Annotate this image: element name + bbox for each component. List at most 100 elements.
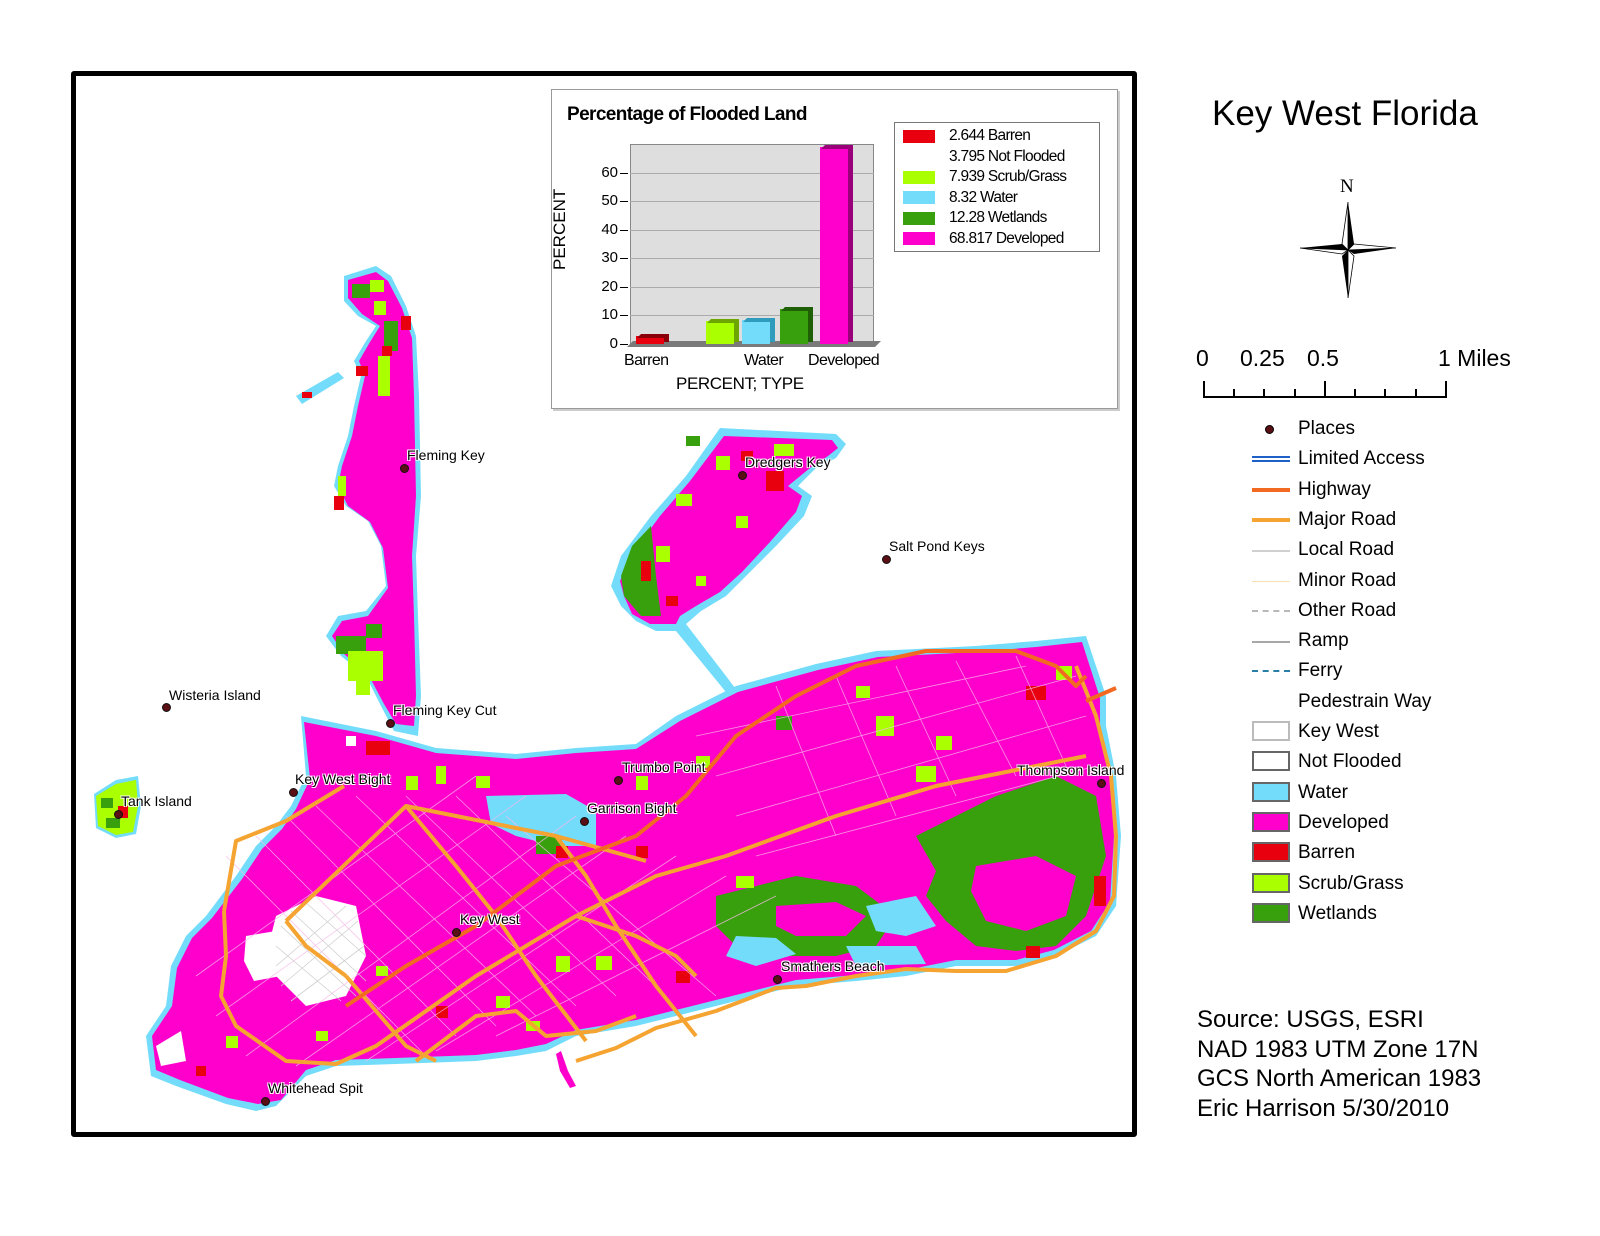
chart-gridline [630, 286, 874, 288]
chart-legend-item: 7.939 Scrub/Grass [903, 167, 1067, 187]
tank-island-landmass [94, 776, 141, 838]
dredgers-key-landmass [611, 428, 846, 724]
legend-line-symbol [1250, 539, 1290, 561]
legend-label: Major Road [1298, 508, 1397, 530]
legend-label: Developed [1298, 811, 1389, 833]
source-line: Source: USGS, ESRI [1197, 1006, 1424, 1033]
place-marker-fleming-key-cut[interactable] [386, 719, 395, 728]
chart-legend-swatch [903, 191, 935, 204]
chart-legend-label: 8.32 Water [949, 188, 1018, 206]
legend-item-scrub-grass: Scrub/Grass [1250, 870, 1404, 898]
scale-label-0-5: 0.5 [1307, 345, 1339, 371]
chart-y-tick: 40 [601, 220, 618, 238]
scale-bar-ticks [1203, 381, 1447, 398]
place-dot-icon [1250, 418, 1290, 440]
chart-legend-label: 2.644 Barren [949, 127, 1031, 144]
chart-y-tick: 50 [601, 192, 618, 210]
place-marker-wisteria-island[interactable] [162, 703, 171, 712]
place-label-fleming-key: Fleming Key [407, 447, 485, 463]
chart-y-tick-mark [620, 258, 628, 260]
chart-title: Percentage of Flooded Land [567, 104, 807, 125]
chart-y-tick-mark [620, 201, 628, 203]
place-marker-key-west[interactable] [452, 928, 461, 937]
legend-label: Pedestrain Way [1298, 690, 1432, 712]
place-marker-salt-pond-keys[interactable] [882, 555, 891, 564]
chart-legend-item: 8.32 Water [903, 188, 1018, 208]
legend-label: Wetlands [1298, 902, 1377, 924]
place-label-tank-island: Tank Island [121, 793, 192, 809]
place-marker-smathers-beach[interactable] [773, 975, 782, 984]
scale-label-0: 0 [1196, 345, 1209, 371]
chart-x-tick-barren: Barren [624, 352, 669, 369]
place-marker-key-west-bight[interactable] [289, 788, 298, 797]
place-marker-fleming-key[interactable] [400, 464, 409, 473]
legend-line-symbol [1250, 660, 1290, 682]
chart-y-tick: 10 [601, 306, 618, 324]
chart-legend-label: 12.28 Wetlands [949, 209, 1047, 226]
place-label-dredgers-key: Dredgers Key [745, 454, 831, 470]
chart-y-axis-label: PERCENT [550, 188, 569, 270]
legend-swatch [1250, 842, 1290, 864]
map-title: Key West Florida [1212, 94, 1478, 133]
chart-y-tick: 30 [601, 249, 618, 267]
legend-label: Other Road [1298, 599, 1397, 621]
map-canvas[interactable] [76, 76, 1132, 1132]
chart-legend-swatch [903, 129, 935, 143]
fleming-key-landmass [296, 266, 421, 736]
place-marker-dredgers-key[interactable] [738, 471, 747, 480]
legend-item-places: Places [1250, 415, 1355, 443]
chart-x-tick-developed: Developed [808, 352, 880, 369]
place-marker-trumbo-point[interactable] [614, 776, 623, 785]
key-west-main-island [146, 636, 1121, 1111]
legend-label: Minor Road [1298, 569, 1397, 591]
chart-bar-developed [820, 145, 853, 344]
legend-item-wetlands: Wetlands [1250, 900, 1377, 928]
author-date-line: Eric Harrison 5/30/2010 [1197, 1094, 1450, 1122]
place-marker-thompson-island[interactable] [1097, 779, 1106, 788]
chart-legend-swatch [903, 170, 935, 184]
chart-y-tick-mark [620, 315, 628, 317]
place-label-wisteria-island: Wisteria Island [169, 687, 261, 703]
place-label-smathers-beach: Smathers Beach [781, 958, 885, 974]
north-arrow: N [1298, 176, 1398, 300]
chart-gridline [630, 172, 874, 174]
legend-item-ferry: Ferry [1250, 657, 1342, 685]
place-label-trumbo-point: Trumbo Point [622, 759, 706, 775]
scale-label-0-25: 0.25 [1240, 345, 1285, 371]
place-marker-tank-island[interactable] [114, 810, 123, 819]
legend-label: Key West [1298, 721, 1379, 742]
chart-legend-swatch [903, 150, 935, 163]
legend-label: Ferry [1298, 660, 1343, 682]
place-label-key-west: Key West [460, 911, 520, 927]
place-marker-garrison-bight[interactable] [580, 817, 589, 826]
legend-item-local-road: Local Road [1250, 536, 1394, 564]
chart-legend: 2.644 Barren 3.795 Not Flooded 7.939 Scrub… [894, 122, 1100, 252]
chart-y-tick: 20 [601, 277, 618, 295]
legend-label: Barren [1298, 842, 1356, 864]
place-marker-whitehead-spit[interactable] [261, 1097, 270, 1106]
chart-y-tick: 60 [601, 163, 618, 181]
legend-label: Local Road [1298, 539, 1395, 561]
place-label-salt-pond-keys: Salt Pond Keys [889, 538, 985, 554]
major-roads [219, 665, 1118, 1066]
chart-y-tick-mark [620, 344, 628, 345]
chart-bar-scrub-grass [706, 319, 739, 344]
legend-label: Ramp [1298, 630, 1349, 652]
north-label: N [1340, 176, 1354, 197]
chart-plot-area: 0 10 20 30 40 50 60 [601, 144, 881, 352]
chart-bar-wetlands [780, 306, 813, 344]
legend-item-pedestrain-way: Pedestrain Way [1250, 688, 1431, 716]
legend-label: Places [1298, 418, 1356, 439]
legend-line-symbol [1250, 600, 1290, 622]
place-label-whitehead-spit: Whitehead Spit [268, 1080, 363, 1096]
legend-item-ramp: Ramp [1250, 627, 1349, 655]
chart-legend-swatch [903, 211, 935, 225]
chart-gridline [630, 258, 874, 260]
chart-legend-item: 68.817 Developed [903, 229, 1064, 249]
place-label-fleming-key-cut: Fleming Key Cut [393, 702, 497, 718]
chart-legend-label: 3.795 Not Flooded [949, 147, 1065, 165]
legend-line-symbol [1250, 448, 1290, 470]
chart-legend-label: 7.939 Scrub/Grass [949, 168, 1067, 185]
legend-item-limited-access: Limited Access [1250, 445, 1425, 473]
legend-swatch [1250, 781, 1290, 804]
